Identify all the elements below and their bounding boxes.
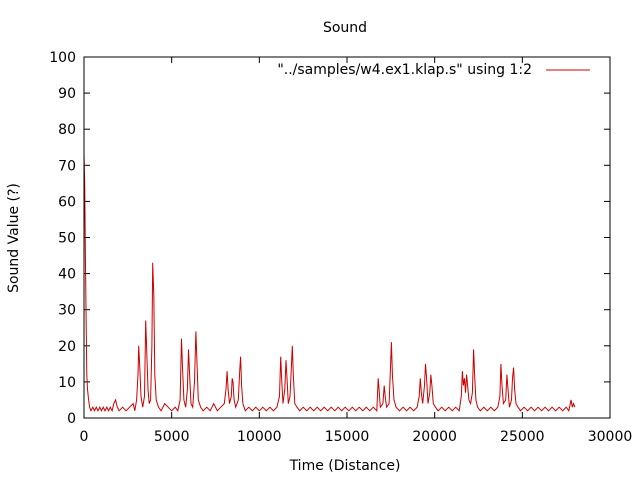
y-tick-label: 60: [58, 194, 76, 210]
axis-ticks: 0 10 20 30 40 50 60 70 80 90 100 0 5000 10000 15000 200…: [49, 50, 632, 445]
x-tick-label: 5000: [154, 429, 190, 445]
y-tick-label: 70: [58, 158, 76, 174]
series-line: [83, 154, 576, 413]
x-tick-label: 10000: [237, 429, 282, 445]
legend: "../samples/w4.ex1.klap.s" using 1:2: [277, 62, 590, 78]
x-tick-label: 25000: [500, 429, 545, 445]
x-tick-label: 0: [80, 429, 89, 445]
y-tick-label: 10: [58, 375, 76, 391]
y-tick-label: 80: [58, 122, 76, 138]
plot-frame: [83, 56, 611, 419]
y-tick-label: 40: [58, 267, 76, 283]
x-tick-label: 20000: [412, 429, 457, 445]
y-axis-label: Sound Value (?): [6, 183, 22, 293]
y-tick-label: 20: [58, 339, 76, 355]
series-layer: [83, 154, 576, 413]
x-axis-label: Time (Distance): [289, 458, 401, 474]
y-tick-label: 100: [49, 50, 76, 66]
x-tick-label: 15000: [325, 429, 370, 445]
y-tick-label: 50: [58, 231, 76, 247]
legend-label: "../samples/w4.ex1.klap.s" using 1:2: [277, 62, 532, 78]
x-tick-label: 30000: [588, 429, 633, 445]
y-tick-label: 90: [58, 86, 76, 102]
chart-title: Sound: [323, 20, 367, 36]
y-tick-label: 0: [67, 411, 76, 427]
y-tick-label: 30: [58, 303, 76, 319]
